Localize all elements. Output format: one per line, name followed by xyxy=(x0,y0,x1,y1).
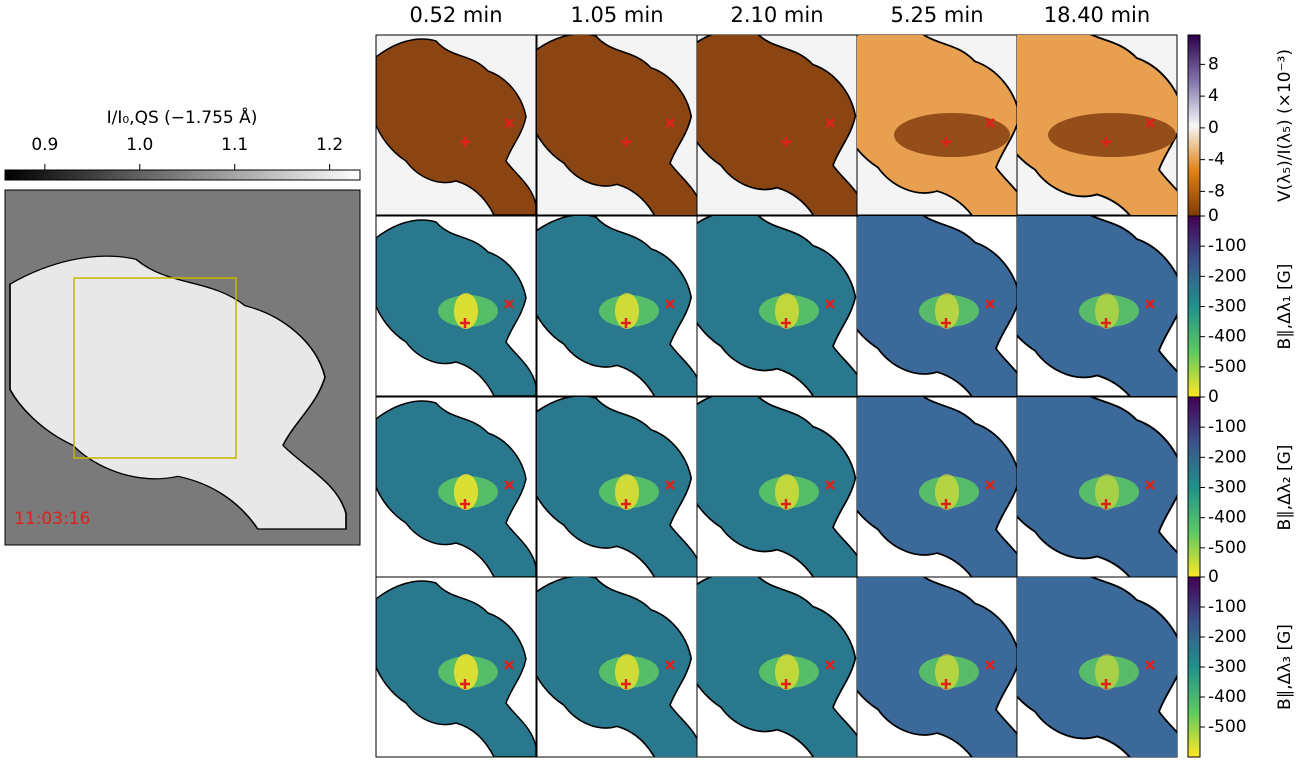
tick-label: -8 xyxy=(1208,181,1225,201)
timestamp: 11:03:16 xyxy=(14,509,90,529)
tick-label: -100 xyxy=(1208,417,1247,437)
column-title: 18.40 min xyxy=(1044,3,1150,27)
tick-label: 0 xyxy=(1208,387,1219,407)
intensity-colorbar xyxy=(5,170,360,180)
colorbar xyxy=(1188,397,1200,578)
colorbar-label: B∥,Δλ₂ [G] xyxy=(1275,445,1295,531)
tick-label: 1.2 xyxy=(316,135,343,155)
tick-label: -300 xyxy=(1208,478,1247,498)
tick-label: 8 xyxy=(1208,54,1219,74)
tick-label: -100 xyxy=(1208,236,1247,256)
tick-label: -400 xyxy=(1208,508,1247,528)
tick-label: -400 xyxy=(1208,687,1247,707)
tick-label: -500 xyxy=(1208,357,1247,377)
tick-label: 0 xyxy=(1208,567,1219,587)
tick-label: 4 xyxy=(1208,86,1219,106)
tick-label: 1.0 xyxy=(126,135,153,155)
figure: I/I₀,QS (−1.755 Å) 11:03:16 0.9 1.0 1.1 1.2… xyxy=(0,0,1309,767)
tick-label: 0 xyxy=(1208,206,1219,226)
tick-label: -200 xyxy=(1208,447,1247,467)
tick-label: 0 xyxy=(1208,118,1219,138)
colorbar-label: B∥,Δλ₃ [G] xyxy=(1275,624,1295,710)
panel-grid xyxy=(376,18,1196,767)
tick-label: -200 xyxy=(1208,627,1247,647)
tick-label: 1.1 xyxy=(221,135,248,155)
colorbar-label: B∥,Δλ₁ [G] xyxy=(1275,264,1295,350)
column-title: 1.05 min xyxy=(570,3,663,27)
tick-label: 0.9 xyxy=(31,135,58,155)
column-title: 5.25 min xyxy=(890,3,983,27)
tick-label: -200 xyxy=(1208,266,1247,286)
tick-label: -500 xyxy=(1208,538,1247,558)
tick-label: -4 xyxy=(1208,150,1225,170)
colorbar xyxy=(1188,35,1200,216)
intensity-colorbar-label: I/I₀,QS (−1.755 Å) xyxy=(107,106,258,128)
colorbar xyxy=(1188,577,1200,757)
tick-label: -300 xyxy=(1208,297,1247,317)
colorbar xyxy=(1188,216,1200,397)
tick-label: -300 xyxy=(1208,657,1247,677)
column-title: 0.52 min xyxy=(409,3,502,27)
tick-label: -100 xyxy=(1208,597,1247,617)
column-title: 2.10 min xyxy=(730,3,823,27)
tick-label: -500 xyxy=(1208,717,1247,737)
core xyxy=(1048,113,1176,157)
tick-label: -400 xyxy=(1208,327,1247,347)
colorbar-label: V(λ₅)/I(λ₅) (×10⁻³) xyxy=(1275,49,1295,202)
